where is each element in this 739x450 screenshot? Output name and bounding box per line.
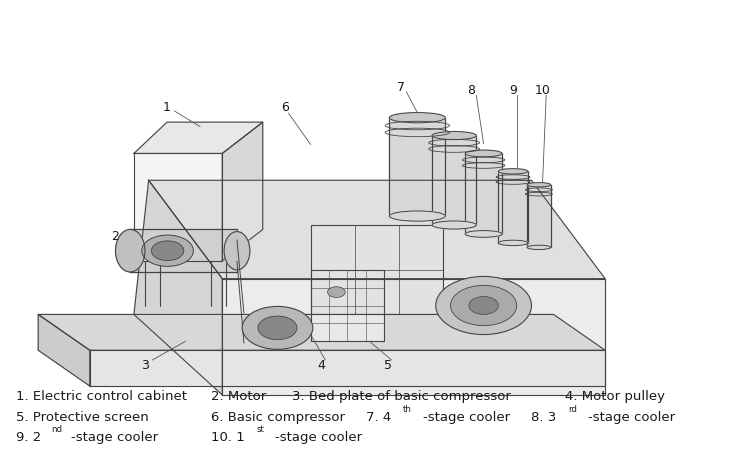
- Text: -stage cooler: -stage cooler: [275, 431, 362, 444]
- Text: 3: 3: [141, 360, 149, 373]
- Polygon shape: [527, 185, 551, 248]
- Ellipse shape: [527, 183, 551, 187]
- Ellipse shape: [115, 230, 145, 272]
- Circle shape: [436, 276, 531, 334]
- Ellipse shape: [389, 112, 446, 123]
- Text: 10: 10: [534, 84, 551, 97]
- Text: 2. Motor: 2. Motor: [211, 391, 267, 404]
- Polygon shape: [466, 153, 502, 234]
- Polygon shape: [89, 350, 605, 386]
- Polygon shape: [310, 270, 384, 341]
- Polygon shape: [38, 315, 89, 386]
- Text: 9. 2: 9. 2: [16, 431, 41, 444]
- Ellipse shape: [466, 230, 502, 237]
- Text: -stage cooler: -stage cooler: [72, 431, 158, 444]
- Ellipse shape: [498, 169, 528, 174]
- Circle shape: [451, 285, 517, 326]
- Polygon shape: [149, 180, 605, 279]
- Text: st: st: [256, 425, 264, 434]
- Text: -stage cooler: -stage cooler: [588, 410, 675, 423]
- Polygon shape: [498, 171, 528, 243]
- Polygon shape: [222, 122, 263, 261]
- Circle shape: [151, 241, 184, 261]
- Text: 8. 3: 8. 3: [531, 410, 556, 423]
- Text: -stage cooler: -stage cooler: [423, 410, 510, 423]
- Text: 6: 6: [281, 101, 289, 114]
- Ellipse shape: [224, 232, 250, 270]
- Text: 7: 7: [397, 81, 405, 94]
- Text: 4: 4: [318, 360, 326, 373]
- Ellipse shape: [466, 150, 502, 157]
- Circle shape: [242, 306, 313, 349]
- Text: 6. Basic compressor: 6. Basic compressor: [211, 410, 345, 423]
- Ellipse shape: [527, 245, 551, 249]
- Text: 1: 1: [163, 101, 171, 114]
- Text: 5: 5: [384, 360, 392, 373]
- Text: th: th: [403, 405, 412, 414]
- Polygon shape: [134, 122, 263, 153]
- Polygon shape: [130, 230, 237, 272]
- Ellipse shape: [432, 221, 476, 229]
- Polygon shape: [389, 117, 446, 216]
- Text: nd: nd: [52, 425, 63, 434]
- Text: 1. Electric control cabinet: 1. Electric control cabinet: [16, 391, 187, 404]
- Polygon shape: [432, 135, 476, 225]
- Ellipse shape: [389, 211, 446, 221]
- Circle shape: [258, 316, 297, 340]
- Text: 2: 2: [112, 230, 120, 243]
- Text: rd: rd: [568, 405, 577, 414]
- Polygon shape: [38, 315, 605, 350]
- Polygon shape: [134, 153, 222, 261]
- Text: 8: 8: [467, 84, 475, 97]
- Text: 10. 1: 10. 1: [211, 431, 245, 444]
- Circle shape: [142, 235, 194, 266]
- Text: 5. Protective screen: 5. Protective screen: [16, 410, 149, 423]
- Polygon shape: [222, 279, 605, 395]
- Text: 7. 4: 7. 4: [366, 410, 391, 423]
- Ellipse shape: [432, 131, 476, 140]
- Circle shape: [327, 287, 345, 297]
- Polygon shape: [310, 225, 443, 315]
- Ellipse shape: [498, 240, 528, 246]
- Text: 9: 9: [509, 84, 517, 97]
- Text: 3. Bed plate of basic compressor: 3. Bed plate of basic compressor: [292, 391, 511, 404]
- Circle shape: [469, 297, 498, 315]
- Text: 4. Motor pulley: 4. Motor pulley: [565, 391, 664, 404]
- Polygon shape: [134, 180, 222, 395]
